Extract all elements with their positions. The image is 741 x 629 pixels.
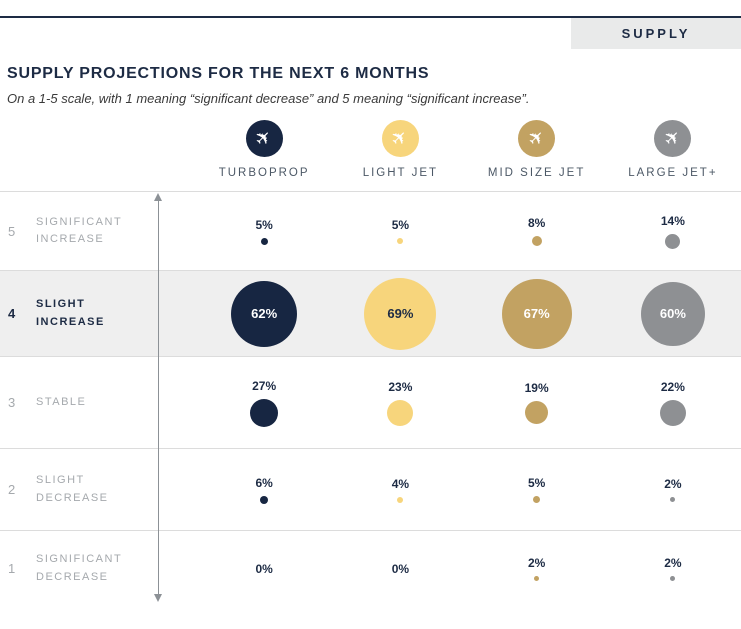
top-rule: SUPPLY [0, 16, 741, 49]
bubble: 62% [231, 280, 298, 347]
scale-number: 2 [8, 482, 16, 497]
scale-cell-4: 4 SLIGHT INCREASE [0, 296, 196, 330]
pct-label: 8% [527, 216, 546, 230]
pct-label: 14% [660, 213, 685, 228]
bubble [387, 399, 414, 426]
bubble [397, 238, 404, 244]
plane-icon: ✈ [659, 125, 686, 152]
pct-label: 6% [255, 475, 273, 490]
cell-1-mid-size-jet: 2% [469, 556, 605, 581]
pct-label: 0% [391, 561, 410, 576]
bubble [670, 576, 676, 581]
cell-2-large-jet: 2% [605, 477, 741, 502]
cell-5-mid-size-jet: 8% [469, 216, 605, 246]
row-scale-1: 1 SIGNIFICANT DECREASE 0% 0% 2% 2% [0, 530, 741, 606]
scale-number: 3 [8, 394, 16, 410]
row-scale-2: 2 SLIGHT DECREASE 6% 4% 5% 2% [0, 448, 741, 530]
scale-cell-3: 3 STABLE [0, 394, 196, 411]
cell-3-turboprop: 27% [196, 379, 332, 427]
pct-label: 4% [391, 476, 410, 491]
row-scale-4: 4 SLIGHT INCREASE 62% 69% 67% 60% [0, 270, 741, 356]
cell-2-light-jet: 4% [332, 477, 468, 503]
cell-3-mid-size-jet: 19% [469, 381, 605, 424]
scale-number: 1 [8, 561, 16, 576]
cell-4-mid-size-jet: 67% [469, 278, 605, 349]
cell-5-large-jet: 14% [605, 214, 741, 249]
cell-5-light-jet: 5% [332, 218, 468, 244]
scale-number: 5 [8, 223, 16, 239]
bubble [534, 576, 540, 581]
scale-number: 4 [8, 306, 16, 321]
cell-4-large-jet: 60% [605, 281, 741, 346]
bubble [397, 496, 404, 503]
bubble [665, 233, 681, 249]
report-page: SUPPLY SUPPLY PROJECTIONS FOR THE NEXT 6… [0, 16, 741, 606]
large-jet-plane-icon: ✈ [654, 120, 692, 157]
bubble [260, 495, 269, 504]
pct-label: 19% [524, 381, 549, 395]
pct-label: 5% [527, 476, 546, 490]
bubble [659, 399, 686, 426]
cell-3-light-jet: 23% [332, 380, 468, 426]
pct-label: 5% [391, 218, 410, 232]
bubble [260, 237, 268, 245]
column-header-turboprop: ✈ TURBOPROP [196, 120, 332, 179]
light-jet-plane-icon: ✈ [381, 120, 419, 157]
cell-5-turboprop: 5% [196, 218, 332, 245]
column-label: LIGHT JET [362, 167, 439, 179]
scale-label: STABLE [36, 395, 87, 408]
plane-icon: ✈ [387, 125, 414, 152]
plane-icon: ✈ [251, 125, 278, 152]
scale-cell-1: 1 SIGNIFICANT DECREASE [0, 551, 196, 585]
page-title: SUPPLY PROJECTIONS FOR THE NEXT 6 MONTHS [7, 65, 430, 82]
bubble [533, 496, 541, 503]
pct-label: 2% [527, 556, 546, 570]
cell-2-turboprop: 6% [196, 476, 332, 504]
scale-label: SLIGHT INCREASE [36, 298, 105, 328]
pct-label: 0% [255, 561, 273, 576]
pct-label: 22% [660, 379, 685, 394]
column-header-large-jet: ✈ LARGE JET+ [605, 120, 741, 179]
cell-1-large-jet: 2% [605, 556, 741, 581]
column-headers: ✈ TURBOPROP ✈ LIGHT JET ✈ MID SIZE JET ✈… [0, 120, 741, 191]
scale-label: SIGNIFICANT DECREASE [36, 553, 122, 583]
cell-4-turboprop: 62% [196, 280, 332, 347]
scale-label: SLIGHT DECREASE [36, 474, 109, 504]
cell-1-light-jet: 0% [332, 562, 468, 576]
chart-rows: 5 SIGNIFICANT INCREASE 5% 5% 8% 14% 4 SL… [0, 191, 741, 606]
cell-1-turboprop: 0% [196, 562, 332, 576]
column-label: TURBOPROP [218, 167, 310, 179]
cell-4-light-jet: 69% [332, 277, 468, 350]
bubble [525, 401, 549, 424]
column-label: LARGE JET+ [628, 167, 718, 179]
pct-label: 27% [252, 378, 277, 393]
column-header-spacer [0, 120, 196, 179]
column-header-mid-size-jet: ✈ MID SIZE JET [469, 120, 605, 179]
subtitle: On a 1-5 scale, with 1 meaning “signific… [7, 91, 530, 106]
pct-label: 5% [255, 217, 273, 232]
cell-2-mid-size-jet: 5% [469, 476, 605, 503]
scale-label: SIGNIFICANT INCREASE [36, 215, 122, 245]
scale-cell-5: 5 SIGNIFICANT INCREASE [0, 214, 196, 248]
cell-3-large-jet: 22% [605, 380, 741, 426]
pct-label: 2% [664, 556, 682, 570]
mid-size-jet-plane-icon: ✈ [518, 120, 556, 157]
bubble [670, 497, 676, 502]
turboprop-plane-icon: ✈ [245, 120, 283, 157]
scale-cell-2: 2 SLIGHT DECREASE [0, 472, 196, 506]
column-header-light-jet: ✈ LIGHT JET [332, 120, 468, 179]
bubble [250, 398, 279, 427]
tab-supply[interactable]: SUPPLY [571, 18, 741, 49]
bubble: 67% [501, 278, 572, 349]
bubble [531, 236, 542, 246]
bubble: 60% [640, 281, 705, 346]
column-label: MID SIZE JET [487, 167, 586, 179]
plane-icon: ✈ [523, 125, 550, 152]
pct-label: 2% [664, 477, 682, 491]
bubble: 69% [364, 277, 437, 350]
pct-label: 23% [388, 379, 413, 394]
row-scale-5: 5 SIGNIFICANT INCREASE 5% 5% 8% 14% [0, 191, 741, 270]
row-scale-3: 3 STABLE 27% 23% 19% 22% [0, 356, 741, 448]
